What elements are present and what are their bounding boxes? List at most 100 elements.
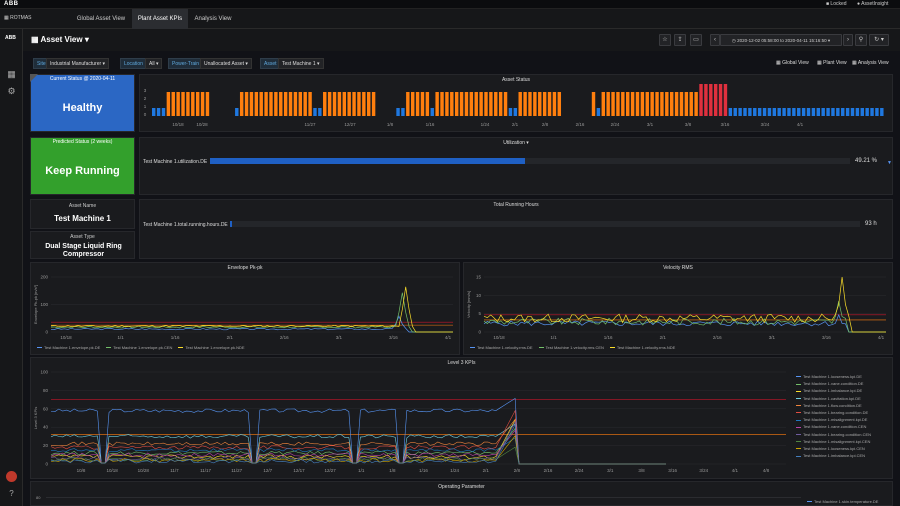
operating-panel: Operating Parameter 80 Test Machine 1.sk… [30,481,893,506]
tab-global-asset-view[interactable]: Global Asset View [76,16,126,22]
status-bar [161,108,166,116]
dashboards-icon[interactable]: ▦ [7,69,16,79]
help-icon[interactable]: ? [9,489,14,498]
site-select[interactable]: Industrial Manufacturer ▾ [46,58,110,69]
legend-item[interactable]: Test Machine 1.imbalance.kpi.DE [796,388,892,393]
status-bar [318,108,322,116]
x-tick-label: 2/1 [227,335,234,340]
predicted-status-panel: Predicted Status (2 weeks) Keep Running [30,137,135,195]
panel-link-corner[interactable] [30,74,38,82]
running-hours-series-label: Test Machine 1.total.running.hours.DE [143,222,228,228]
time-back-button[interactable]: ‹ [710,34,720,46]
share-button[interactable]: ⇪ [674,34,686,46]
x-tick-label: 11/27 [231,468,242,473]
tab-plant-asset-kpis[interactable]: Plant Asset KPIs [132,9,188,29]
asset-select[interactable]: Test Machine 1 ▾ [278,58,324,69]
zoom-out-button[interactable]: ⚲ [855,34,867,46]
legend-item[interactable]: Test Machine 1.looseness.kpi.DE [796,374,892,379]
status-bar [415,92,420,116]
star-button[interactable]: ☆ [659,34,671,46]
legend-item[interactable]: Test Machine 1.imbalance.kpi.CEN [796,453,892,458]
status-bar [772,108,777,116]
legend-item[interactable]: Test Machine 1.misalignment.kpi.DE [796,417,892,422]
status-bar [801,108,806,116]
operating-legend: Test Machine 1.skin.temperature.DE [807,499,878,504]
apps-icon: ▦ [31,35,41,44]
status-bar [156,108,161,116]
lock-status[interactable]: ■ Locked [826,1,847,7]
status-bar [264,92,268,116]
link-global-view[interactable]: ▦ Global View [776,60,809,66]
legend-swatch [796,448,801,450]
legend-item[interactable]: Test Machine 1.envelope.pk.DE [37,345,100,350]
legend-item[interactable]: Test Machine 1.envelope.pk.NDE [178,345,245,350]
legend-item[interactable]: Test Machine 1.envelope.pk.CEN [106,345,172,350]
status-bar [367,92,371,116]
utilization-title[interactable]: Utilization ▾ [503,140,529,146]
legend-item[interactable]: Test Machine 1.velocity.rms.DE [470,345,533,350]
legend-item[interactable]: Test Machine 1.vane.condition.DE [796,381,892,386]
clock-icon: ◷ [731,38,738,43]
utilization-panel: Utilization ▾ Test Machine 1.utilization… [139,137,893,195]
location-select[interactable]: All ▾ [145,58,163,69]
utilization-bar-fill [210,158,525,164]
status-bar [249,92,254,116]
legend-item[interactable]: Test Machine 1.velocity.rms.NDE [609,345,675,350]
status-bar [362,92,366,116]
legend-swatch [609,347,615,349]
status-bar [430,108,434,116]
legend-item[interactable]: Test Machine 1.bearing.condition.DE [796,410,892,415]
sidebar-logo: ABB [5,35,16,41]
status-bar [406,92,410,116]
time-picker[interactable]: ◷ 2020-12-02 05:58:00 to 2020-04-11 15:1… [720,34,842,46]
link-analysis-view[interactable]: ▦ Analysis View [852,60,889,66]
status-bar [283,92,288,116]
status-bar [176,92,180,116]
x-tick-label: 3/16 [389,335,398,340]
powertrain-select[interactable]: Unallocated Asset ▾ [200,58,252,69]
legend-swatch [796,376,801,378]
x-tick-label: 10/18 [60,335,72,340]
x-tick-label: 2/16 [713,335,722,340]
avatar[interactable] [6,471,17,482]
page-title[interactable]: ▦ Asset View ▾ [31,35,89,44]
nav-bar [0,9,900,29]
status-bar [650,92,654,116]
y-tick-label: 0 [478,330,481,335]
status-bar [293,92,298,116]
x-tick-label: 4/1 [445,335,452,340]
x-tick-label: 12/27 [344,122,356,127]
y-tick-label: 20 [43,443,49,448]
status-bar [342,92,347,116]
x-tick-label: 10/18 [493,335,505,340]
x-tick-label: 3/1 [647,122,654,127]
x-tick-label: 2/24 [575,468,584,473]
level3-title: Level 3 KPIs [447,360,476,366]
legend-item[interactable]: Test Machine 1.vane.condition.CEN [796,424,892,429]
legend-item[interactable]: Test Machine 1.looseness.kpi.CEN [796,446,892,451]
legend-item[interactable]: Test Machine 1.cavitation.kpi.DE [796,396,892,401]
status-bar [410,92,415,116]
tab-analysis-view[interactable]: Analysis View [194,16,232,22]
status-bar [689,92,693,116]
running-hours-bar-fill [230,221,232,227]
gear-icon[interactable]: ⚙ [7,86,16,96]
time-forward-button[interactable]: › [843,34,853,46]
status-bar [279,92,283,116]
utilization-bar-track [210,158,850,164]
link-plant-view[interactable]: ▦ Plant View [817,60,847,66]
legend-item[interactable]: Test Machine 1.misalignment.kpi.CEN [796,439,892,444]
refresh-button[interactable]: ↻ ▾ [869,34,889,46]
tv-mode-button[interactable]: ▭ [690,34,702,46]
legend-item[interactable]: Test Machine 1.velocity.rms.CEN [538,345,604,350]
asset-status-panel: Asset Status 3 2 1 0 10/18 10/28 11/27 12/27 1/8… [139,74,893,132]
legend-item[interactable]: Test Machine 1.bearing.condition.CEN [796,432,892,437]
status-bar [459,92,464,116]
x-tick-label: 3/8 [685,122,692,127]
status-bar [552,92,557,116]
x-tick-label: 3/1 [769,335,776,340]
user-menu[interactable]: ● AssetInsight [857,1,889,7]
status-bar [718,84,723,116]
status-bar [850,108,855,116]
legend-item[interactable]: Test Machine 1.flow.condition.DE [796,403,892,408]
